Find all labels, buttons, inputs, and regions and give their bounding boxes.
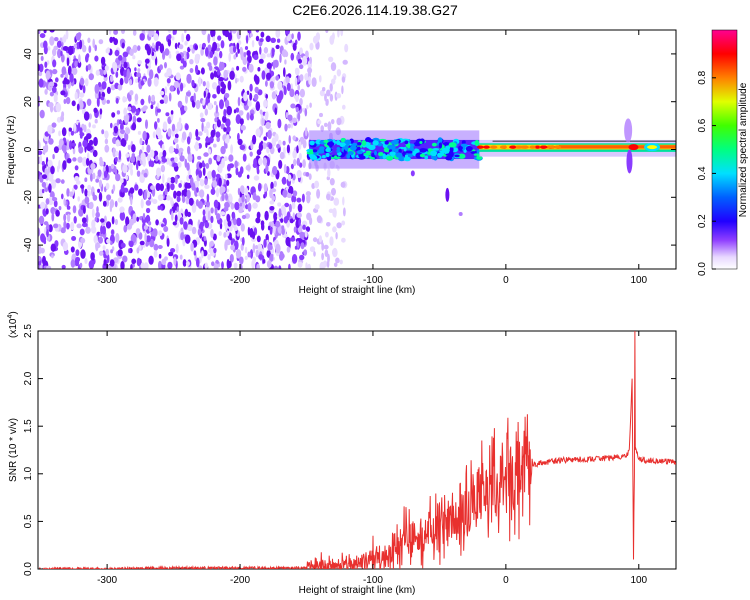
spec-y-tick-label: -20 — [23, 190, 34, 205]
snr-y-tick-label: 2.0 — [23, 371, 34, 385]
page-title: C2E6.2026.114.19.38.G27 — [292, 2, 458, 18]
spec-y-tick-label: 20 — [23, 96, 34, 108]
snr-y-tick-label: 0.0 — [23, 562, 34, 576]
colorbar-tick-label: 0.2 — [697, 214, 708, 228]
spectrogram-region-carrier-band — [306, 130, 483, 217]
snr-y-tick-label: 1.5 — [23, 419, 34, 433]
spectrogram-region-noise — [38, 30, 312, 269]
spectrogram-region-disturbance — [624, 118, 661, 174]
spectrogram-region-carrier-line — [477, 139, 676, 157]
snr-x-tick-label: -300 — [97, 575, 117, 586]
snr-chart: -300 -200 -100 0 100 0.0 0.5 1.0 1.5 2.0 2.5 Heig… — [7, 311, 677, 596]
spec-y-tick-label: 0 — [23, 146, 34, 152]
spec-x-tick-label: -300 — [97, 275, 117, 286]
spec-y-tick-label: 40 — [23, 48, 34, 60]
snr-x-ticks: -300 -200 -100 0 100 — [97, 331, 648, 586]
spectrogram-y-label: Frequency (Hz) — [6, 116, 17, 185]
svg-text:(x104): (x104) — [7, 311, 19, 338]
colorbar — [711, 29, 738, 270]
snr-x-tick-label: 0 — [503, 575, 509, 586]
colorbar-tick-label: 0.4 — [697, 166, 708, 180]
snr-multiplier-prefix: (x10 — [8, 318, 19, 338]
snr-x-label: Height of straight line (km) — [299, 585, 416, 596]
snr-y-tick-label: 0.5 — [23, 514, 34, 528]
colorbar-tick-label: 0.6 — [697, 118, 708, 132]
snr-multiplier-exp: 4 — [7, 315, 14, 319]
snr-y-label: SNR (10 * v/v) — [8, 418, 19, 482]
spec-x-tick-label: 0 — [503, 275, 509, 286]
colorbar-tick-label: 0.8 — [697, 70, 708, 84]
spec-y-tick-label: -40 — [23, 237, 34, 252]
spectrogram-x-ticks: -300 -200 -100 0 100 — [97, 30, 648, 286]
spec-x-tick-label: 100 — [630, 275, 647, 286]
snr-y-ticks: 0.0 0.5 1.0 1.5 2.0 2.5 — [23, 324, 676, 576]
snr-y-tick-label: 2.5 — [23, 324, 34, 338]
snr-x-tick-label: -200 — [230, 575, 250, 586]
colorbar-label: Normalized spectral amplitude — [738, 82, 749, 217]
snr-frame — [37, 330, 677, 570]
snr-x-tick-label: -100 — [363, 575, 383, 586]
spec-x-tick-label: -200 — [230, 275, 250, 286]
snr-y-multiplier: (x104) — [7, 311, 19, 338]
snr-y-tick-label: 1.0 — [23, 466, 34, 480]
snr-x-tick-label: 100 — [630, 575, 647, 586]
spectrogram-x-label: Height of straight line (km) — [299, 285, 416, 296]
spectrogram-y-ticks: -40 -20 0 20 40 — [23, 48, 676, 252]
spectrogram-cells — [38, 30, 676, 269]
colorbar-ticks: 0.0 0.2 0.4 0.6 0.8 — [697, 70, 716, 276]
spec-x-tick-label: -100 — [363, 275, 383, 286]
spectrogram-region-sparse-noise — [307, 30, 349, 269]
colorbar-tick-label: 0.0 — [697, 262, 708, 276]
snr-series-line — [38, 331, 676, 569]
snr-multiplier-close: ) — [8, 311, 19, 314]
